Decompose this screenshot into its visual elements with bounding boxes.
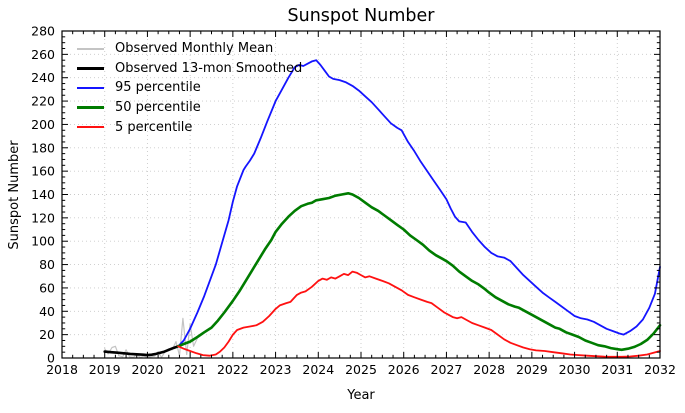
y-tick-label: 160	[31, 164, 55, 179]
x-tick-label: 2022	[217, 362, 249, 377]
legend-label: 50 percentile	[115, 100, 201, 116]
y-tick-label: 280	[31, 24, 55, 39]
chart-title: Sunspot Number	[288, 6, 436, 26]
legend-label: Observed Monthly Mean	[115, 41, 274, 57]
legend-item-observed-13mon-smoothed: Observed 13-mon Smoothed	[77, 59, 302, 79]
x-tick-label: 2031	[601, 362, 633, 377]
line-swatch-icon	[77, 47, 104, 50]
legend-item-50-percentile: 50 percentile	[77, 98, 302, 118]
legend-item-5-percentile: 5 percentile	[77, 117, 302, 137]
x-tick-label: 2029	[516, 362, 548, 377]
x-tick-label: 2018	[46, 362, 78, 377]
y-tick-label: 180	[31, 140, 55, 155]
series-p95	[177, 59, 661, 348]
line-swatch-icon	[77, 66, 104, 70]
x-tick-label: 2030	[559, 362, 591, 377]
x-tick-label: 2019	[89, 362, 121, 377]
y-tick-label: 220	[31, 94, 55, 109]
y-tick-label: 140	[31, 187, 55, 202]
line-swatch-icon	[77, 126, 104, 129]
x-tick-label: 2027	[431, 362, 463, 377]
legend-label: 5 percentile	[115, 119, 193, 135]
y-tick-label: 100	[31, 234, 55, 249]
legend-label: Observed 13-mon Smoothed	[115, 60, 303, 76]
y-tick-label: 260	[31, 47, 55, 62]
x-tick-label: 2023	[260, 362, 292, 377]
x-tick-label: 2025	[345, 362, 377, 377]
x-tick-label: 2032	[644, 362, 676, 377]
x-tick-label: 2020	[132, 362, 164, 377]
y-tick-label: 60	[39, 280, 55, 295]
series-observed-monthly-mean	[104, 317, 198, 359]
y-tick-label: 80	[39, 257, 55, 272]
line-swatch-icon	[77, 106, 104, 110]
x-axis-label: Year	[346, 388, 375, 403]
y-tick-label: 120	[31, 210, 55, 225]
legend-item-observed-monthly-mean: Observed Monthly Mean	[77, 39, 302, 59]
x-tick-label: 2021	[174, 362, 206, 377]
y-tick-label: 20	[39, 327, 55, 342]
series-p50	[176, 192, 662, 352]
y-tick-label: 240	[31, 70, 55, 85]
legend-label: 95 percentile	[115, 80, 201, 96]
line-swatch-icon	[77, 86, 104, 89]
legend-item-95-percentile: 95 percentile	[77, 78, 302, 98]
x-tick-label: 2026	[388, 362, 420, 377]
y-tick-label: 0	[47, 351, 55, 366]
y-axis-label: Sunspot Number	[7, 140, 22, 250]
y-tick-label: 200	[31, 117, 55, 132]
x-tick-label: 2028	[473, 362, 505, 377]
y-tick-label: 40	[39, 304, 55, 319]
x-tick-label: 2024	[302, 362, 334, 377]
series-p5	[177, 270, 661, 358]
chart-legend: Observed Monthly Mean Observed 13-mon Sm…	[77, 39, 302, 137]
